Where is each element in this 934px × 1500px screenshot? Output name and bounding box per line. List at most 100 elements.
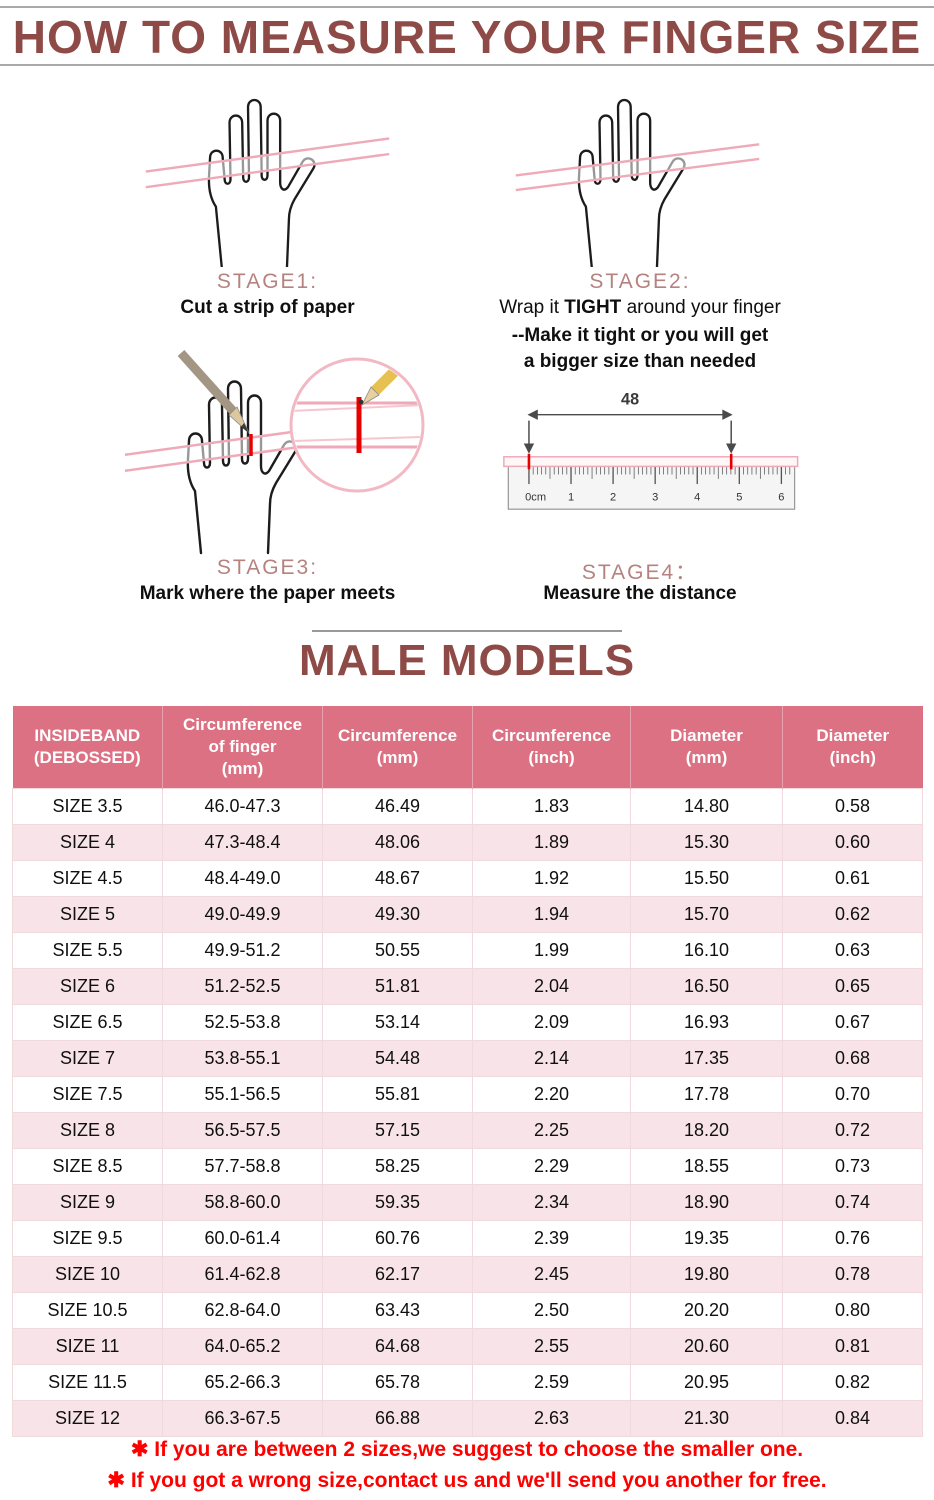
- measure-cell: 51.81: [322, 968, 473, 1006]
- measure-cell: 60.76: [322, 1220, 473, 1258]
- ruler-cm-label: 4: [694, 491, 700, 503]
- ruler-cm-label: 1: [568, 491, 574, 503]
- measure-cell: 57.15: [322, 1112, 473, 1150]
- measure-cell: 64.0-65.2: [162, 1328, 323, 1366]
- measure-cell: 53.8-55.1: [162, 1040, 323, 1078]
- measure-cell: 65.78: [322, 1364, 473, 1402]
- measure-cell: 0.84: [782, 1400, 923, 1438]
- table-row: SIZE 4 47.3-48.4 48.06 1.89 15.30 0.60: [12, 824, 923, 862]
- measure-cell: 0.81: [782, 1328, 923, 1366]
- col-header-insideband: INSIDEBAND (DEBOSSED): [12, 706, 163, 789]
- col-header-diameter-mm: Diameter (mm): [630, 706, 783, 789]
- size-label-cell: SIZE 8: [12, 1112, 163, 1150]
- table-row: SIZE 6 51.2-52.5 51.81 2.04 16.50 0.65: [12, 968, 923, 1006]
- stage3-illustration: [125, 349, 425, 555]
- ruler-body: [507, 465, 796, 510]
- measure-cell: 0.63: [782, 932, 923, 970]
- table-row: SIZE 10.5 62.8-64.0 63.43 2.50 20.20 0.80: [12, 1292, 923, 1330]
- measure-cell: 0.82: [782, 1364, 923, 1402]
- table-row: SIZE 5.5 49.9-51.2 50.55 1.99 16.10 0.63: [12, 932, 923, 970]
- measure-cell: 0.76: [782, 1220, 923, 1258]
- measure-cell: 0.73: [782, 1148, 923, 1186]
- size-label-cell: SIZE 6: [12, 968, 163, 1006]
- table-row: SIZE 7.5 55.1-56.5 55.81 2.20 17.78 0.70: [12, 1076, 923, 1114]
- measure-cell: 16.50: [630, 968, 783, 1006]
- measure-cell: 0.60: [782, 824, 923, 862]
- stage4-illustration: 48 0cm 1 2 3 4 5 6: [503, 390, 799, 510]
- stage3-caption: Mark where the paper meets: [139, 583, 396, 604]
- measure-cell: 1.83: [472, 788, 631, 826]
- measure-cell: 0.70: [782, 1076, 923, 1114]
- table-row: SIZE 7 53.8-55.1 54.48 2.14 17.35 0.68: [12, 1040, 923, 1078]
- title-divider: [0, 64, 934, 66]
- measure-cell: 60.0-61.4: [162, 1220, 323, 1258]
- measure-cell: 18.90: [630, 1184, 783, 1222]
- stage2-label: STAGE2:: [589, 270, 691, 293]
- measure-cell: 1.89: [472, 824, 631, 862]
- paper-strip-icon: [145, 137, 390, 189]
- measure-cell: 18.55: [630, 1148, 783, 1186]
- measure-cell: 15.30: [630, 824, 783, 862]
- size-label-cell: SIZE 3.5: [12, 788, 163, 826]
- measure-cell: 49.0-49.9: [162, 896, 323, 934]
- section-title: MALE MODELS: [298, 636, 636, 685]
- measure-cell: 48.4-49.0: [162, 860, 323, 898]
- size-label-cell: SIZE 5: [12, 896, 163, 934]
- distance-arrows-icon: [523, 409, 737, 454]
- size-label-cell: SIZE 7.5: [12, 1076, 163, 1114]
- table-header-row: INSIDEBAND (DEBOSSED) Circumference of f…: [12, 706, 923, 789]
- measure-cell: 56.5-57.5: [162, 1112, 323, 1150]
- section-divider: [312, 630, 622, 632]
- measure-cell: 16.10: [630, 932, 783, 970]
- measure-cell: 0.72: [782, 1112, 923, 1150]
- table-row: SIZE 3.5 46.0-47.3 46.49 1.83 14.80 0.58: [12, 788, 923, 826]
- measure-cell: 59.35: [322, 1184, 473, 1222]
- measure-cell: 17.35: [630, 1040, 783, 1078]
- note-wrong-size: ✱ If you got a wrong size,contact us and…: [107, 1469, 827, 1492]
- size-label-cell: SIZE 10: [12, 1256, 163, 1294]
- stage1-label: STAGE1:: [216, 270, 319, 293]
- top-divider: [0, 6, 934, 8]
- measure-cell: 62.17: [322, 1256, 473, 1294]
- measure-cell: 48.67: [322, 860, 473, 898]
- measure-cell: 1.99: [472, 932, 631, 970]
- measure-cell: 61.4-62.8: [162, 1256, 323, 1294]
- ruler-ticks: 0cm 1 2 3 4 5 6: [525, 466, 791, 503]
- measure-cell: 49.9-51.2: [162, 932, 323, 970]
- measure-cell: 20.95: [630, 1364, 783, 1402]
- measure-cell: 58.8-60.0: [162, 1184, 323, 1222]
- measure-cell: 0.68: [782, 1040, 923, 1078]
- stage1-illustration: [145, 98, 390, 267]
- table-row: SIZE 4.5 48.4-49.0 48.67 1.92 15.50 0.61: [12, 860, 923, 898]
- hand-icon: [207, 98, 316, 267]
- page-title: HOW TO MEASURE YOUR FINGER SIZE: [12, 11, 922, 63]
- table-row: SIZE 9.5 60.0-61.4 60.76 2.39 19.35 0.76: [12, 1220, 923, 1258]
- note-between-sizes: ✱ If you are between 2 sizes,we suggest …: [130, 1438, 804, 1461]
- table-row: SIZE 6.5 52.5-53.8 53.14 2.09 16.93 0.67: [12, 1004, 923, 1042]
- measure-cell: 2.29: [472, 1148, 631, 1186]
- measure-cell: 49.30: [322, 896, 473, 934]
- measure-cell: 62.8-64.0: [162, 1292, 323, 1330]
- measure-cell: 58.25: [322, 1148, 473, 1186]
- stage2-caption-line3: a bigger size than needed: [523, 351, 757, 372]
- size-table-body: SIZE 3.5 46.0-47.3 46.49 1.83 14.80 0.58 SIZE …: [12, 788, 923, 1438]
- measure-cell: 2.55: [472, 1328, 631, 1366]
- measure-cell: 1.92: [472, 860, 631, 898]
- measure-cell: 64.68: [322, 1328, 473, 1366]
- ruler-cm-label: 0cm: [525, 491, 546, 503]
- col-header-diameter-inch: Diameter (inch): [782, 706, 923, 789]
- measure-cell: 55.81: [322, 1076, 473, 1114]
- measure-cell: 17.78: [630, 1076, 783, 1114]
- table-row: SIZE 11 64.0-65.2 64.68 2.55 20.60 0.81: [12, 1328, 923, 1366]
- measure-cell: 2.09: [472, 1004, 631, 1042]
- table-row: SIZE 11.5 65.2-66.3 65.78 2.59 20.95 0.82: [12, 1364, 923, 1402]
- table-row: SIZE 12 66.3-67.5 66.88 2.63 21.30 0.84: [12, 1400, 923, 1438]
- size-label-cell: SIZE 5.5: [12, 932, 163, 970]
- measure-cell: 18.20: [630, 1112, 783, 1150]
- measure-cell: 50.55: [322, 932, 473, 970]
- table-row: SIZE 10 61.4-62.8 62.17 2.45 19.80 0.78: [12, 1256, 923, 1294]
- size-label-cell: SIZE 7: [12, 1040, 163, 1078]
- measure-cell: 63.43: [322, 1292, 473, 1330]
- distance-value-label: 48: [621, 390, 639, 408]
- measure-cell: 2.45: [472, 1256, 631, 1294]
